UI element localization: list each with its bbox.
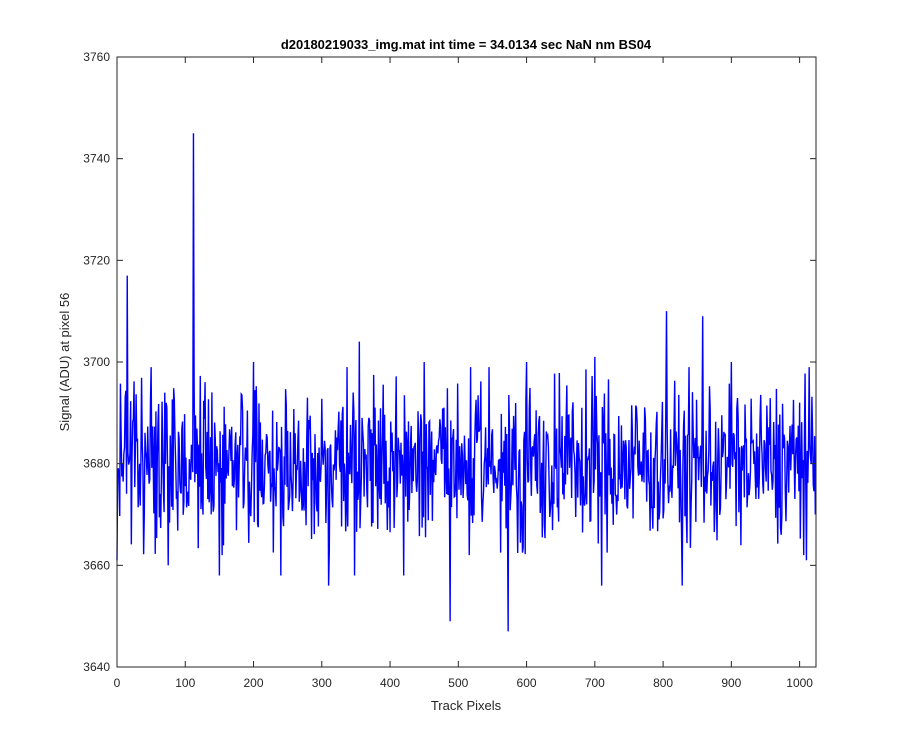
- series-layer: [116, 133, 817, 632]
- x-tick-label: 500: [448, 676, 468, 690]
- x-tick-label: 700: [585, 676, 605, 690]
- y-tick-label: 3640: [83, 660, 110, 674]
- y-tick-label: 3660: [83, 558, 110, 572]
- axes-layer: 0 100 200 300 400 500 600 700 800 900 1000 3640 3660…: [83, 50, 817, 690]
- x-tick-label: 200: [244, 676, 264, 690]
- y-tick-label: 3680: [83, 457, 110, 471]
- x-axis-label: Track Pixels: [431, 698, 502, 713]
- chart-title: d20180219033_img.mat int time = 34.0134 …: [281, 37, 652, 52]
- x-tick-label: 400: [380, 676, 400, 690]
- y-tick-label: 3740: [83, 152, 110, 166]
- y-tick-label: 3700: [83, 355, 110, 369]
- series-line-0: [116, 133, 817, 632]
- plot-area: [117, 57, 816, 667]
- x-tick-label: 0: [114, 676, 121, 690]
- x-tick-label: 600: [517, 676, 537, 690]
- y-tick-label: 3720: [83, 253, 110, 267]
- y-tick-label: 3760: [83, 50, 110, 64]
- y-axis-label: Signal (ADU) at pixel 56: [57, 293, 72, 432]
- x-tick-label: 300: [312, 676, 332, 690]
- x-tick-label: 100: [175, 676, 195, 690]
- x-tick-label: 1000: [786, 676, 813, 690]
- x-tick-label: 900: [721, 676, 741, 690]
- x-tick-label: 800: [653, 676, 673, 690]
